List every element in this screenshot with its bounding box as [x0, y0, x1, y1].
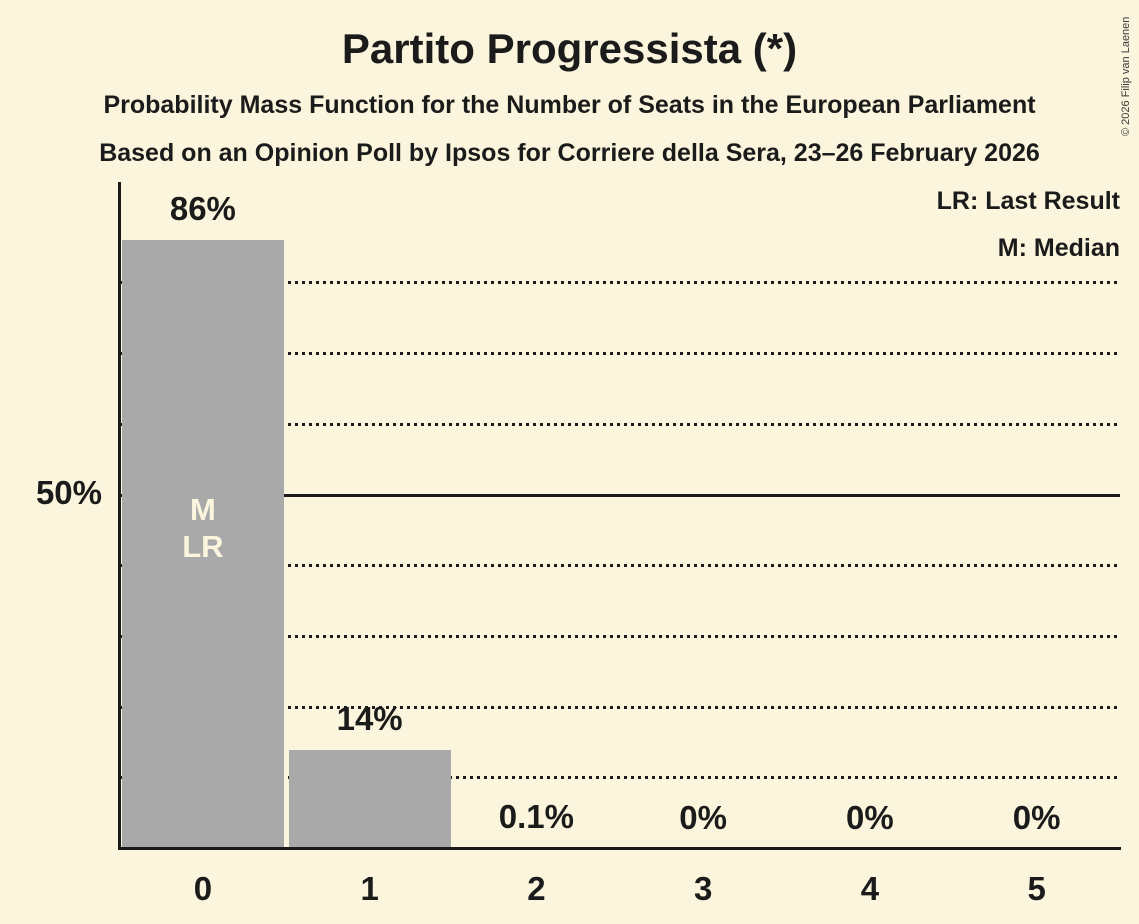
- gridline-dotted-40pct: [119, 564, 1120, 568]
- x-axis-tick-label-1: 1: [360, 870, 379, 907]
- bar-seat-0: [121, 240, 284, 849]
- gridline-dotted-20pct: [119, 705, 1120, 709]
- x-axis-tick-label-0: 0: [193, 870, 213, 907]
- chart-subsubtitle: Based on an Opinion Poll by Ipsos for Co…: [99, 139, 1040, 167]
- bar-seat-1: [288, 749, 451, 849]
- legend: LR: Last Result M: Median: [937, 186, 1120, 280]
- chart-title: Partito Progressista (*): [341, 25, 798, 72]
- x-axis: [118, 847, 1121, 850]
- annotation-line-m: M: [189, 492, 216, 527]
- legend-item-median: M: Median: [997, 234, 1120, 262]
- gridline-dotted-80pct: [119, 281, 1120, 285]
- y-axis-tick-label: 50%: [35, 474, 102, 511]
- gridline-dotted-10pct: [119, 776, 1120, 780]
- legend-item-last-result: LR: Last Result: [936, 187, 1120, 215]
- annotation-line-lr: LR: [182, 529, 224, 564]
- x-axis-tick-label-2: 2: [527, 870, 546, 907]
- x-axis-tick-label-4: 4: [860, 870, 880, 907]
- copyright-notice: © 2026 Filip van Laenen: [1120, 16, 1132, 136]
- gridline-dotted-60pct: [119, 422, 1120, 426]
- x-axis-tick-label-3: 3: [693, 870, 713, 907]
- median-last-result-annotation: M LR: [103, 491, 303, 565]
- bar-value-label-seat-1: 14%: [336, 699, 403, 737]
- bar-value-label-seat-4: 0%: [846, 798, 894, 836]
- gridline-dotted-30pct: [119, 634, 1120, 638]
- y-axis: [118, 182, 121, 850]
- x-axis-tick-label-5: 5: [1027, 870, 1046, 907]
- gridline-solid-50pct: [119, 493, 1120, 497]
- bar-value-label-seat-3: 0%: [679, 798, 727, 836]
- bar-value-label-seat-2: 0.1%: [498, 797, 574, 835]
- chart-subtitle: Probability Mass Function for the Number…: [103, 91, 1036, 119]
- bar-value-label-seat-5: 0%: [1012, 798, 1061, 836]
- bar-value-label-seat-0: 86%: [169, 190, 236, 228]
- gridline-dotted-70pct: [119, 352, 1120, 356]
